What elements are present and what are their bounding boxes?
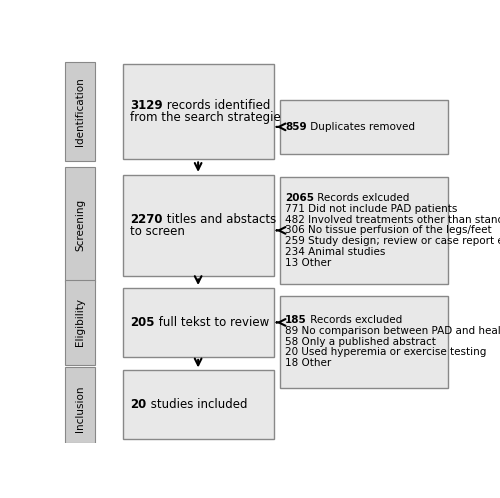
Text: 771 Did not include PAD patients: 771 Did not include PAD patients xyxy=(286,204,458,214)
Text: 482 Involved treatments other than standard: 482 Involved treatments other than stand… xyxy=(286,215,500,225)
Bar xyxy=(122,371,274,439)
Text: Duplicates removed: Duplicates removed xyxy=(307,122,415,132)
Text: 20: 20 xyxy=(130,398,146,411)
Bar xyxy=(280,100,448,154)
Text: Eligibility: Eligibility xyxy=(75,298,85,347)
Text: from the search strategie: from the search strategie xyxy=(130,111,281,124)
Text: 58 Only a published abstract: 58 Only a published abstract xyxy=(286,337,436,347)
Text: 89 No comparison between PAD and healthy: 89 No comparison between PAD and healthy xyxy=(286,326,500,336)
Text: 859: 859 xyxy=(286,122,307,132)
Text: Screening: Screening xyxy=(75,199,85,250)
Text: full tekst to review: full tekst to review xyxy=(155,316,269,329)
Text: 234 Animal studies: 234 Animal studies xyxy=(286,247,386,257)
Text: 205: 205 xyxy=(130,316,155,329)
Text: 185: 185 xyxy=(286,315,307,325)
Bar xyxy=(65,367,94,443)
Bar xyxy=(122,175,274,276)
Bar xyxy=(122,64,274,159)
Text: Records exlcuded: Records exlcuded xyxy=(314,193,410,203)
Bar xyxy=(280,177,448,284)
Text: 306 No tissue perfusion of the legs/feet: 306 No tissue perfusion of the legs/feet xyxy=(286,226,492,236)
Text: to screen: to screen xyxy=(130,225,185,238)
Bar xyxy=(280,296,448,387)
Text: studies included: studies included xyxy=(146,398,247,411)
Text: titles and abstacts: titles and abstacts xyxy=(163,213,276,226)
Bar xyxy=(65,167,94,282)
Text: 18 Other: 18 Other xyxy=(286,358,332,368)
Text: Identification: Identification xyxy=(75,77,85,146)
Text: Inclusion: Inclusion xyxy=(75,385,85,432)
Text: 3129: 3129 xyxy=(130,99,163,112)
Text: 2065: 2065 xyxy=(286,193,314,203)
Text: records identified: records identified xyxy=(163,99,270,112)
Text: 13 Other: 13 Other xyxy=(286,258,332,268)
Bar xyxy=(65,280,94,365)
Text: Records excluded: Records excluded xyxy=(307,315,402,325)
Bar xyxy=(122,288,274,357)
Text: 20 Used hyperemia or exercise testing: 20 Used hyperemia or exercise testing xyxy=(286,348,486,358)
Text: 259 Study design; review or case report etc.: 259 Study design; review or case report … xyxy=(286,236,500,246)
Text: 2270: 2270 xyxy=(130,213,163,226)
Bar xyxy=(65,62,94,161)
